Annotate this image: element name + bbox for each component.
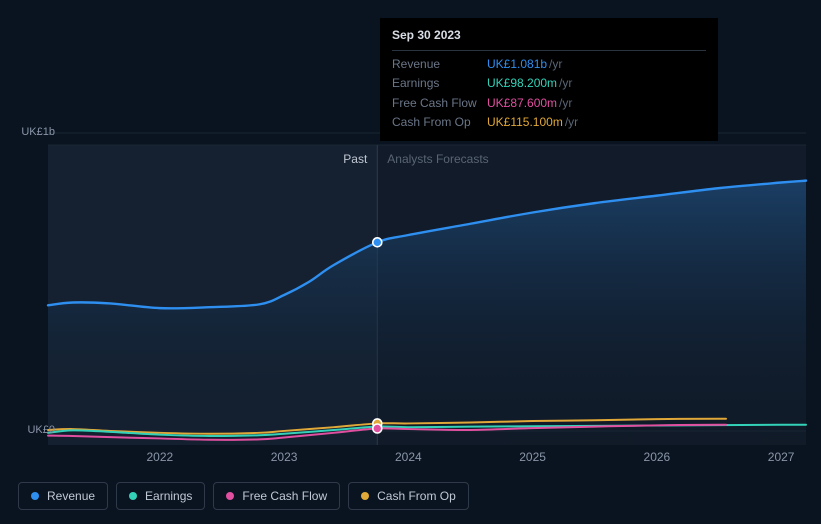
tooltip-suffix: /yr xyxy=(549,57,562,73)
x-axis-label: 2024 xyxy=(395,450,422,464)
legend-label: Cash From Op xyxy=(377,489,456,503)
tooltip-metric: Earnings xyxy=(392,76,487,92)
chart-tooltip: Sep 30 2023 RevenueUK£1.081b /yrEarnings… xyxy=(380,18,718,141)
cursor-marker-free_cash_flow xyxy=(373,424,382,433)
tooltip-row-earnings: EarningsUK£98.200m /yr xyxy=(392,74,706,94)
tooltip-row-revenue: RevenueUK£1.081b /yr xyxy=(392,55,706,75)
cursor-marker-revenue xyxy=(373,238,382,247)
x-axis-label: 2027 xyxy=(768,450,795,464)
tooltip-metric: Cash From Op xyxy=(392,115,487,131)
tooltip-row-free-cash-flow: Free Cash FlowUK£87.600m /yr xyxy=(392,94,706,114)
legend-label: Free Cash Flow xyxy=(242,489,327,503)
x-axis-label: 2023 xyxy=(271,450,298,464)
tooltip-suffix: /yr xyxy=(565,115,578,131)
legend-item-cash_from_op[interactable]: Cash From Op xyxy=(348,482,469,510)
y-axis-label: UK£1b xyxy=(21,126,55,138)
tooltip-suffix: /yr xyxy=(559,76,572,92)
tooltip-metric: Revenue xyxy=(392,57,487,73)
tooltip-suffix: /yr xyxy=(559,96,572,112)
tooltip-date: Sep 30 2023 xyxy=(392,28,706,51)
chart-legend: Revenue Earnings Free Cash Flow Cash From O… xyxy=(18,482,469,510)
legend-dot-icon xyxy=(129,492,137,500)
tooltip-value: UK£87.600m xyxy=(487,96,557,112)
legend-item-earnings[interactable]: Earnings xyxy=(116,482,205,510)
legend-dot-icon xyxy=(226,492,234,500)
x-axis-label: 2026 xyxy=(644,450,671,464)
past-region-label: Past xyxy=(343,152,367,166)
y-axis-label: UK£0 xyxy=(27,424,55,436)
tooltip-value: UK£115.100m xyxy=(487,115,563,131)
tooltip-metric: Free Cash Flow xyxy=(392,96,487,112)
legend-label: Earnings xyxy=(145,489,192,503)
legend-dot-icon xyxy=(31,492,39,500)
legend-label: Revenue xyxy=(47,489,95,503)
x-axis-label: 2025 xyxy=(519,450,546,464)
tooltip-row-cash-from-op: Cash From OpUK£115.100m /yr xyxy=(392,113,706,133)
legend-item-revenue[interactable]: Revenue xyxy=(18,482,108,510)
tooltip-value: UK£98.200m xyxy=(487,76,557,92)
forecast-region-label: Analysts Forecasts xyxy=(387,152,488,166)
x-axis-label: 2022 xyxy=(146,450,173,464)
legend-item-free_cash_flow[interactable]: Free Cash Flow xyxy=(213,482,340,510)
tooltip-value: UK£1.081b xyxy=(487,57,547,73)
legend-dot-icon xyxy=(361,492,369,500)
